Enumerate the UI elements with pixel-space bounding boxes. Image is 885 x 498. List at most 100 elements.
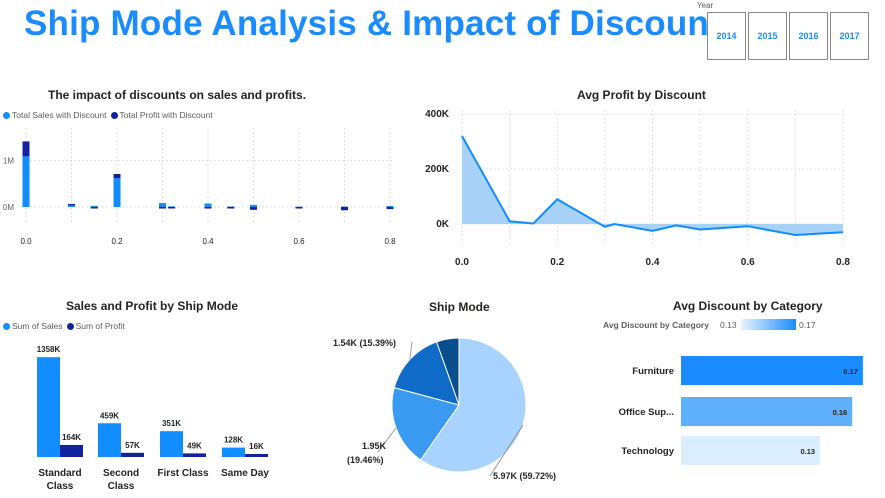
category-label: Class bbox=[47, 481, 74, 492]
sales-bar bbox=[37, 357, 60, 457]
sales-legend-marker bbox=[3, 111, 10, 119]
bar-data-label: 0.17 bbox=[843, 367, 858, 376]
pie-leader-line bbox=[489, 424, 524, 477]
year-slicer-label: Year bbox=[697, 1, 714, 10]
sales-bar bbox=[386, 205, 394, 208]
category-label: First Class bbox=[157, 468, 209, 479]
profit-legend-marker bbox=[110, 111, 118, 119]
profit-bar bbox=[60, 444, 83, 457]
year-button-2016[interactable]: 2016 bbox=[789, 12, 828, 60]
profit-bar bbox=[183, 453, 206, 457]
avg-profit-title: Avg Profit by Discount bbox=[577, 88, 706, 102]
pie-slice bbox=[393, 341, 460, 406]
profit-bar bbox=[68, 204, 75, 206]
category-bar bbox=[681, 356, 863, 385]
sales-data-label: 128K bbox=[224, 436, 243, 445]
bar-data-label: 0.13 bbox=[800, 447, 815, 456]
sum-profit-legend-marker bbox=[66, 322, 74, 330]
sales-bar bbox=[98, 423, 121, 457]
y-tick-label: 0K bbox=[436, 219, 450, 230]
sales-legend-label: Total Sales with Discount bbox=[12, 110, 107, 120]
sales-bar bbox=[159, 203, 166, 207]
profit-data-label: 16K bbox=[249, 442, 264, 451]
profit-data-label: 57K bbox=[125, 441, 140, 450]
ship-mode-sales-title: Sales and Profit by Ship Mode bbox=[66, 299, 239, 313]
year-button-2015[interactable]: 2015 bbox=[748, 12, 787, 60]
avg-profit-chart: 0K 200K 400K 0.0 0.2 0.4 0.6 0.8 bbox=[425, 109, 850, 268]
profit-bar bbox=[245, 454, 268, 457]
ship-mode-bar-chart: 1358K 164K Standard Class 459K 57K Second Class… bbox=[37, 345, 270, 492]
sales-bar bbox=[22, 156, 30, 207]
sales-bar bbox=[222, 447, 245, 457]
profit-bar bbox=[341, 207, 348, 211]
pie-data-label: 1.54K (15.39%) bbox=[333, 338, 396, 348]
sales-bar bbox=[68, 204, 75, 207]
discount-impact-chart: 0M 1M 0.0 0.2 0.4 0.6 0.8 bbox=[3, 128, 396, 246]
pie-slice bbox=[391, 386, 460, 461]
profit-bar bbox=[295, 207, 303, 209]
sales-bar bbox=[204, 203, 212, 207]
gradient-legend-max: 0.17 bbox=[799, 320, 816, 330]
discount-impact-legend: Total Sales with Discount Total Profit w… bbox=[3, 110, 217, 120]
category-label: Office Sup... bbox=[619, 407, 674, 418]
x-tick-label: 0.4 bbox=[646, 257, 660, 268]
sum-profit-legend-label: Sum of Profit bbox=[75, 321, 125, 331]
profit-bar bbox=[386, 207, 394, 210]
y-tick-label: 0M bbox=[3, 203, 14, 212]
sum-sales-legend-marker bbox=[3, 322, 10, 330]
year-button-2017[interactable]: 2017 bbox=[830, 12, 869, 60]
sales-data-label: 1358K bbox=[37, 345, 61, 354]
x-tick-label: 0.8 bbox=[384, 237, 396, 246]
profit-bar bbox=[90, 207, 98, 209]
category-label: Same Day bbox=[221, 468, 269, 479]
pie-slice bbox=[435, 337, 460, 406]
profit-bar bbox=[168, 207, 176, 209]
category-label: Second bbox=[103, 468, 139, 479]
profit-bar bbox=[227, 207, 235, 209]
ship-mode-pie-chart: 5.97K (59.72%) 1.95K (19.46%) 1.54K (15.39%… bbox=[333, 337, 556, 481]
sales-bar bbox=[168, 206, 176, 208]
dashboard-title: Ship Mode Analysis & Impact of Discounts bbox=[24, 4, 741, 43]
x-tick-label: 0.0 bbox=[20, 237, 32, 246]
category-label: Standard bbox=[38, 468, 81, 479]
x-tick-label: 0.8 bbox=[836, 257, 850, 268]
pie-data-label: 1.95K bbox=[362, 441, 387, 451]
profit-bar bbox=[159, 207, 166, 209]
sales-data-label: 351K bbox=[162, 419, 181, 428]
y-tick-label: 1M bbox=[3, 157, 14, 166]
bar-data-label: 0.16 bbox=[833, 408, 848, 417]
profit-bar bbox=[121, 452, 144, 457]
x-tick-label: 0.2 bbox=[550, 257, 564, 268]
sum-sales-legend-label: Sum of Sales bbox=[12, 321, 63, 331]
x-tick-label: 0.6 bbox=[741, 257, 755, 268]
pie-data-label: (19.46%) bbox=[347, 455, 384, 465]
discount-impact-title: The impact of discounts on sales and pro… bbox=[48, 88, 307, 102]
pie-leader-line bbox=[409, 341, 413, 360]
category-label: Furniture bbox=[632, 366, 674, 377]
profit-area bbox=[462, 136, 843, 235]
y-tick-label: 200K bbox=[425, 164, 450, 175]
x-tick-label: 0.6 bbox=[293, 237, 305, 246]
year-button-2014[interactable]: 2014 bbox=[707, 12, 746, 60]
profit-data-label: 164K bbox=[62, 433, 81, 442]
sales-bar bbox=[113, 178, 121, 207]
profit-bar bbox=[113, 173, 121, 179]
sales-data-label: 459K bbox=[100, 411, 119, 420]
x-tick-label: 0.0 bbox=[455, 257, 469, 268]
gradient-legend-min: 0.13 bbox=[720, 320, 737, 330]
profit-legend-label: Total Profit with Discount bbox=[119, 110, 213, 120]
category-bar bbox=[681, 397, 853, 426]
x-tick-label: 0.2 bbox=[111, 237, 123, 246]
pie-leader-line bbox=[377, 427, 397, 453]
sales-bar bbox=[250, 204, 257, 207]
category-label: Technology bbox=[621, 446, 674, 457]
sales-bar bbox=[90, 205, 98, 208]
profit-bar bbox=[204, 207, 212, 209]
ship-mode-legend: Sum of Sales Sum of Profit bbox=[3, 321, 129, 331]
avg-discount-title: Avg Discount by Category bbox=[673, 299, 823, 313]
x-tick-label: 0.4 bbox=[202, 237, 214, 246]
pie-data-label: 5.97K (59.72%) bbox=[493, 471, 556, 481]
category-bar bbox=[681, 436, 821, 465]
profit-data-label: 49K bbox=[187, 441, 202, 450]
